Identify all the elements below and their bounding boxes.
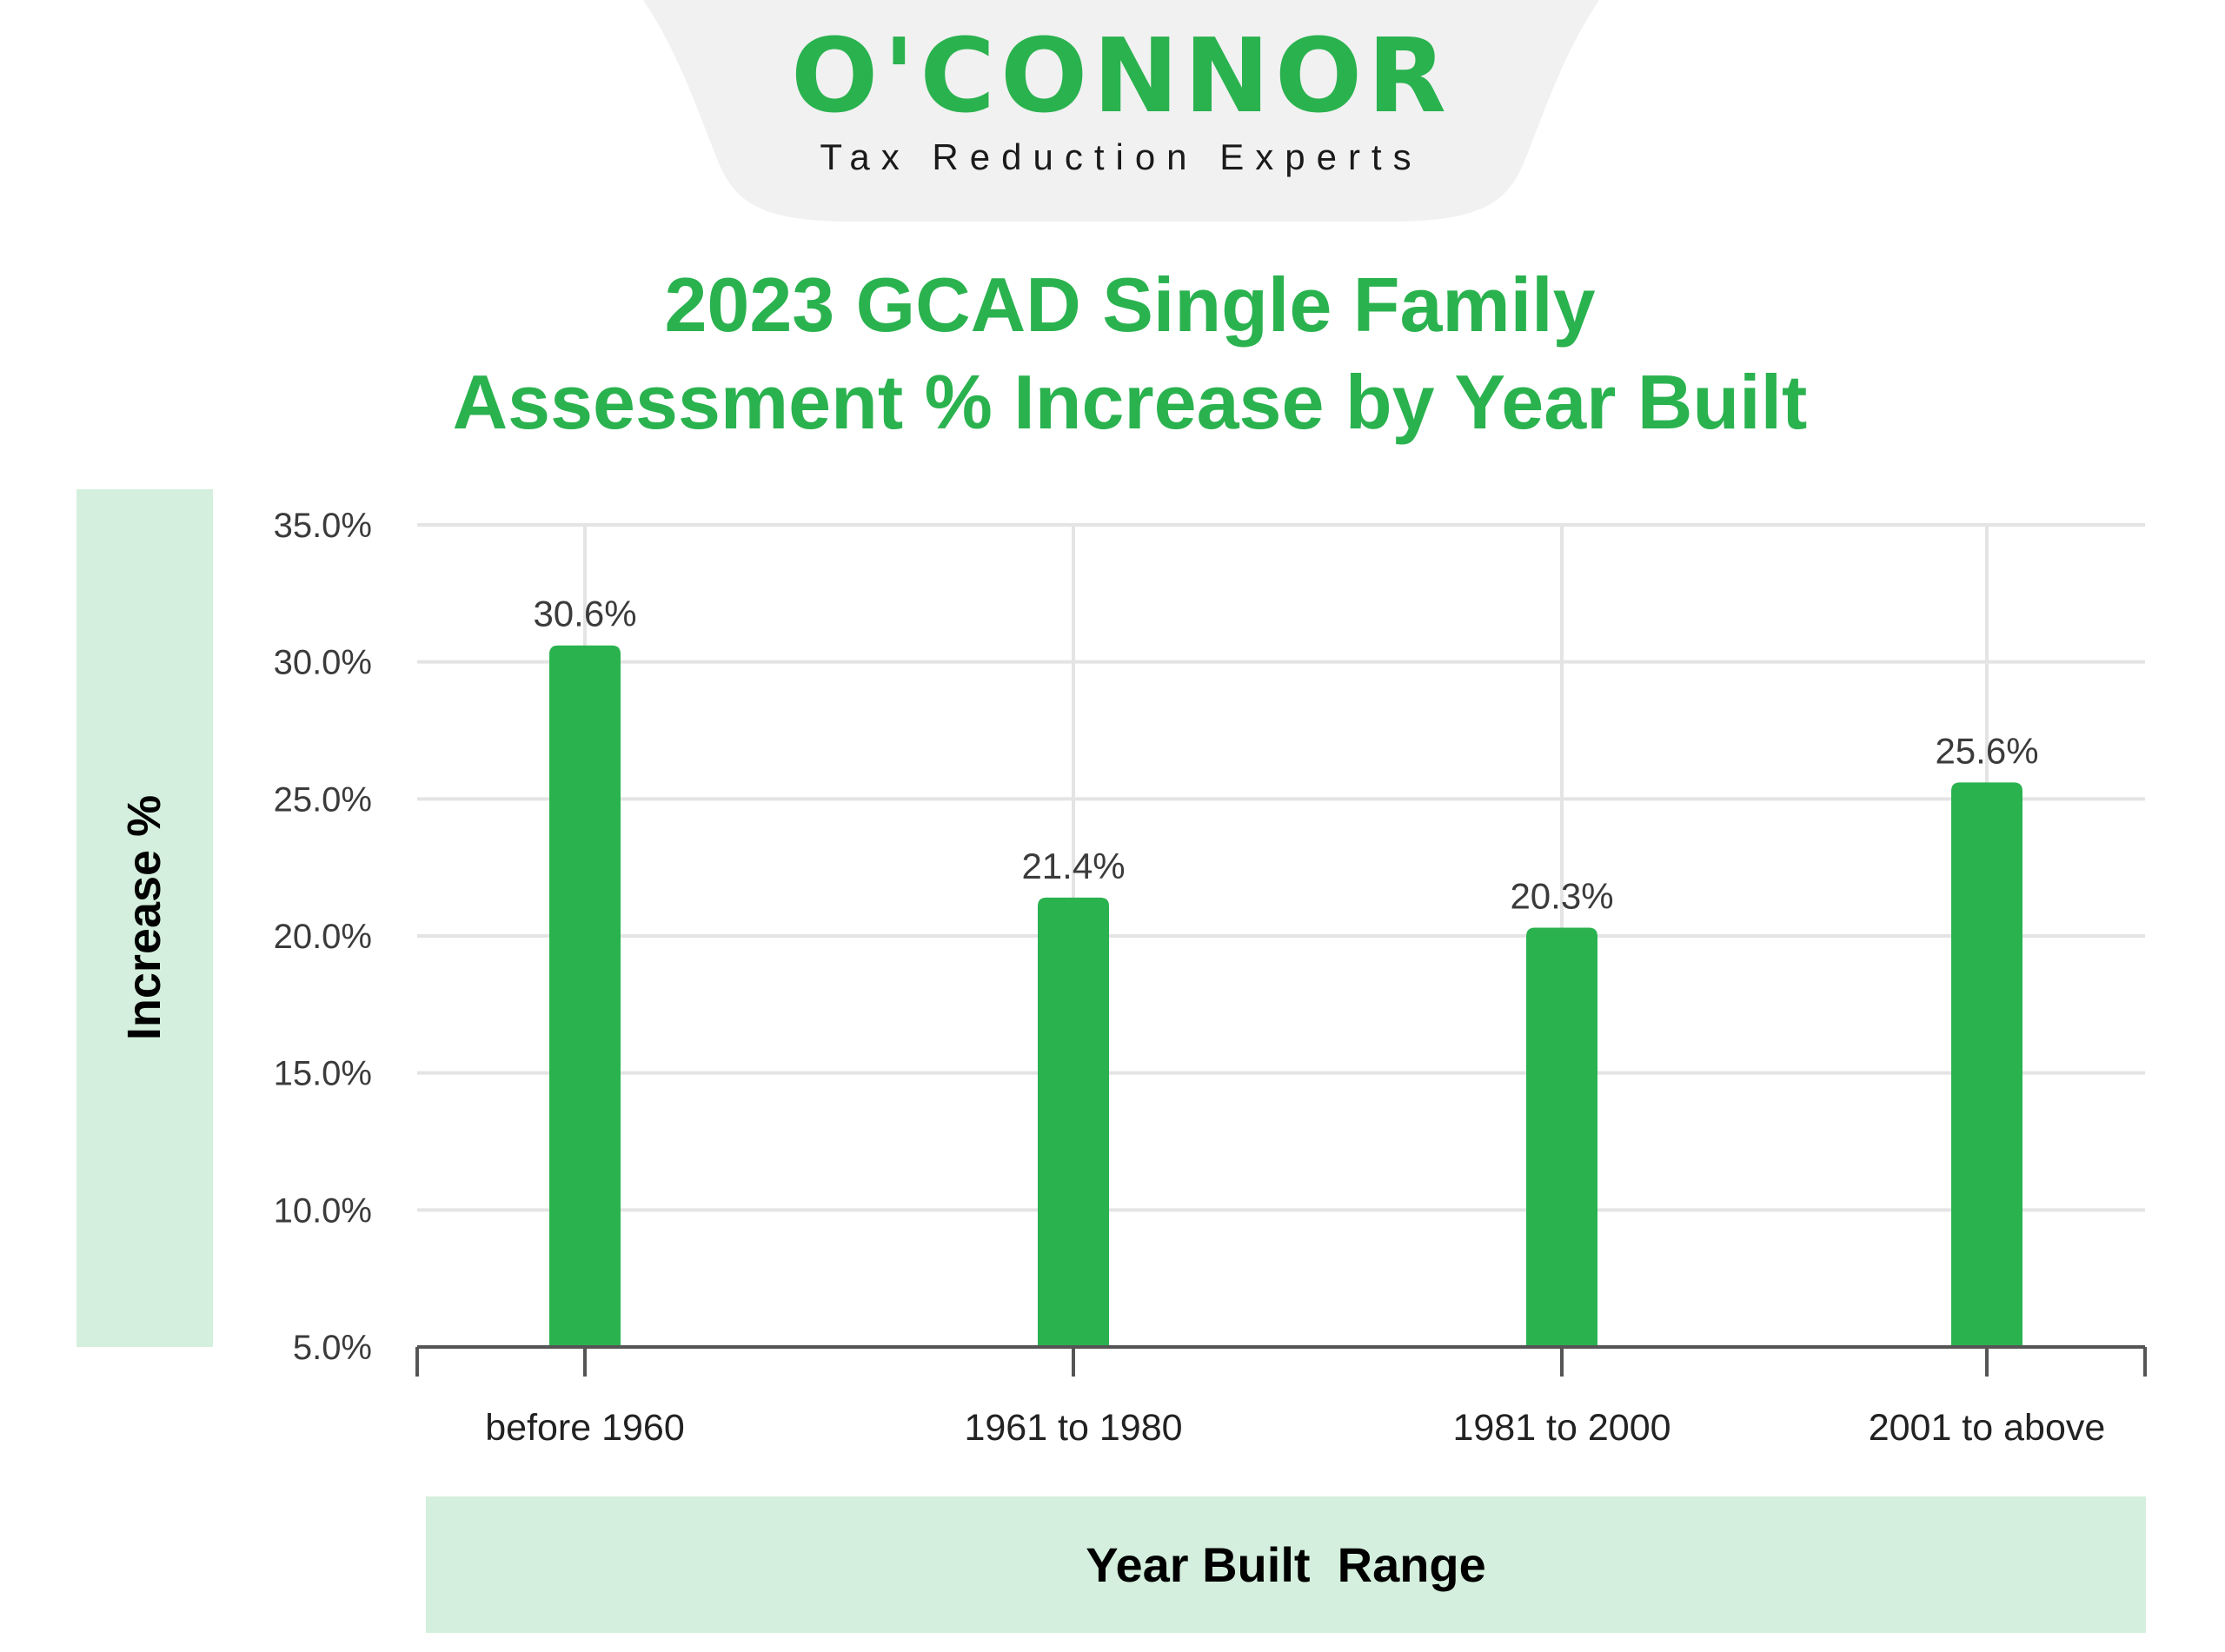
logo-tab-background [643,0,1599,222]
x-axis [415,1345,2147,1377]
logo-wordmark: O'CONNOR [790,16,1452,136]
logo-tab: O'CONNOR Tax Reduction Experts [643,0,1599,222]
y-tick-label: 30.0% [274,644,372,682]
x-tick-label: before 1960 [485,1407,685,1449]
y-tick-label: 15.0% [274,1055,372,1093]
y-tick-label: 20.0% [274,918,372,956]
y-tick-label: 25.0% [274,780,372,819]
bar [1038,897,1109,1347]
data-label: 30.6% [533,594,636,634]
data-label: 20.3% [1510,876,1613,917]
data-label: 21.4% [1021,846,1125,886]
x-tick-label: 2001 to above [1869,1407,2106,1449]
bar [549,645,621,1347]
chart-title-line-2: Assessment % Increase by Year Built [452,359,1808,445]
bar [1526,927,1597,1347]
y-tick-label: 10.0% [274,1191,372,1230]
x-tick-label: 1961 to 1980 [964,1407,1182,1449]
bar-chart: 5.0% 10.0% 15.0% 20.0% 25.0% 30.0% 35.0% 30.6% b… [274,507,2147,1449]
x-axis-label-box: Year Built Range [426,1496,2146,1633]
x-tick-label: 1981 to 2000 [1452,1407,1670,1449]
logo-tagline: Tax Reduction Experts [820,136,1423,177]
chart-title-line-1: 2023 GCAD Single Family [664,262,1596,348]
labels: 5.0% 10.0% 15.0% 20.0% 25.0% 30.0% 35.0% 30.6% b… [274,507,2106,1449]
data-label: 25.6% [1935,730,2038,771]
x-axis-label: Year Built Range [1086,1537,1486,1592]
gridlines [417,523,2145,1347]
bars [549,645,2022,1347]
bar [1951,782,2022,1347]
chart-title: 2023 GCAD Single Family Assessment % Inc… [174,256,2086,451]
y-axis-label-box [76,489,213,1347]
y-tick-label: 35.0% [274,507,372,545]
y-tick-label: 5.0% [293,1329,372,1367]
